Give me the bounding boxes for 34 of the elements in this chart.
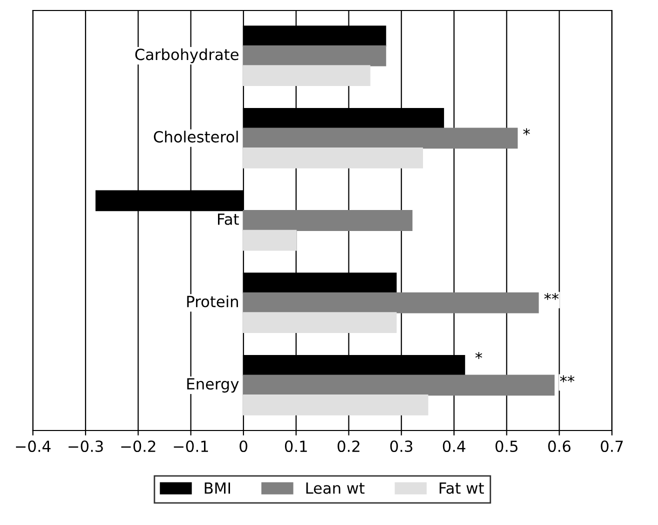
bar [242, 128, 518, 149]
x-tick-label: −0.1 [174, 440, 208, 452]
x-tick-label: −0.2 [121, 440, 156, 452]
x-tick-label: −0.3 [68, 440, 103, 452]
bar [242, 374, 555, 396]
bar [242, 394, 428, 416]
annotation: * [475, 352, 482, 359]
x-tick-label: 0.1 [284, 440, 307, 452]
legend-label: Lean wt [306, 482, 364, 494]
bar [242, 312, 397, 334]
x-tick-label: 0 [240, 440, 248, 452]
y-tick-label: Cholesterol [154, 130, 238, 143]
y-tick-label: Protein [187, 295, 238, 308]
bar [242, 45, 386, 66]
y-tick-label: Fat [218, 214, 239, 225]
bar [242, 292, 539, 314]
legend-label: Fat wt [440, 482, 484, 494]
x-tick-label: 0.4 [442, 440, 466, 452]
bar [242, 210, 412, 231]
x-tick-label: 0.5 [496, 440, 518, 452]
bar [242, 230, 297, 251]
x-tick-label: −0.4 [16, 440, 51, 452]
x-tick-label: 0.6 [548, 440, 570, 452]
x-tick-label: 0.2 [338, 440, 360, 452]
x-tick-label: 0.7 [600, 440, 623, 452]
annotation: ** [560, 375, 574, 382]
y-tick-label: Energy [187, 378, 239, 393]
annotation: * [523, 128, 530, 136]
y-tick-label: Carbohydrate [135, 48, 238, 64]
x-tick-label: 0.3 [390, 440, 412, 452]
annotation: ** [544, 292, 559, 300]
bar [242, 65, 370, 86]
legend-label: BMI [204, 482, 230, 494]
bar [242, 147, 423, 168]
